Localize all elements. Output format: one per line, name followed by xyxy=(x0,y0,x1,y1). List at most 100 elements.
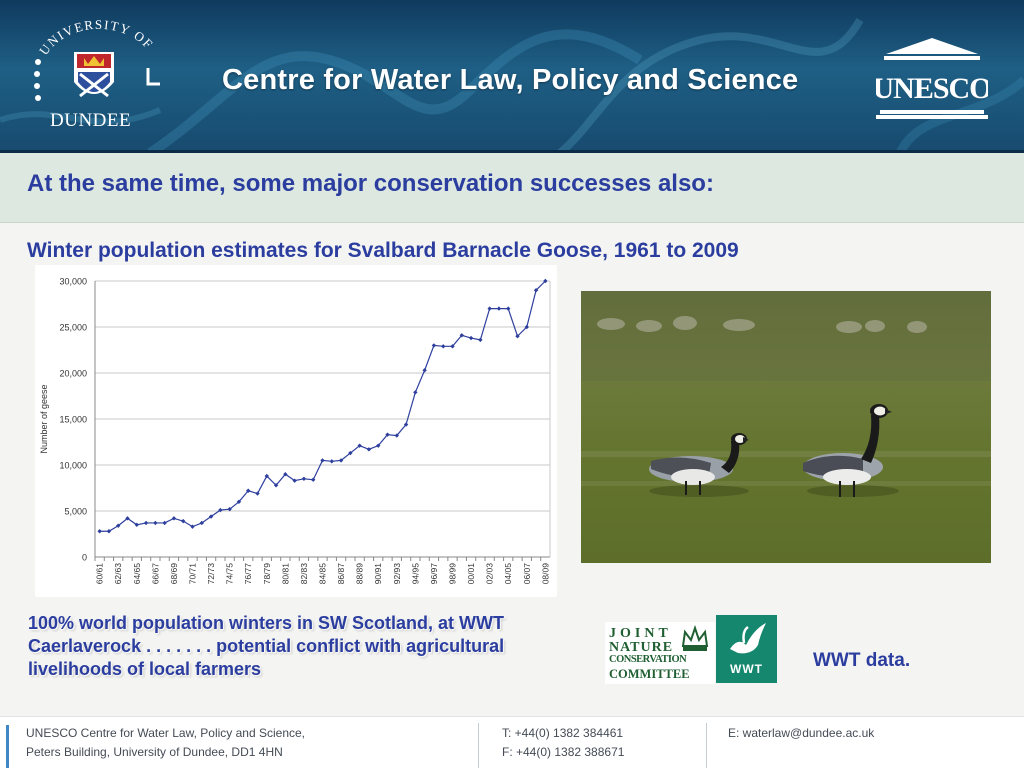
series-line xyxy=(99,280,546,532)
goose-right xyxy=(803,404,892,497)
svg-text:UNIVERSITY OF: UNIVERSITY OF xyxy=(36,18,157,58)
x-tick-label: 62/63 xyxy=(113,563,123,585)
data-point xyxy=(524,324,529,330)
y-tick-label: 15,000 xyxy=(59,415,87,425)
data-point xyxy=(496,306,502,311)
x-tick-label: 80/81 xyxy=(280,563,290,585)
jncc-line: CONSERVATION xyxy=(609,654,687,665)
wwt-label: WWT xyxy=(730,662,763,676)
x-tick-label: 06/07 xyxy=(522,563,532,585)
x-tick-label: 76/77 xyxy=(243,563,253,585)
x-tick-label: 82/83 xyxy=(299,563,309,585)
footer-fax: F: +44(0) 1382 388671 xyxy=(502,745,625,759)
data-point xyxy=(311,477,316,482)
x-tick-label: 78/79 xyxy=(262,563,272,585)
data-point xyxy=(376,443,381,448)
data-point xyxy=(181,518,186,524)
barnacle-goose-photo xyxy=(581,291,991,563)
footer: UNESCO Centre for Water Law, Policy and … xyxy=(0,716,1024,768)
data-point xyxy=(348,450,353,456)
data-point xyxy=(292,478,297,483)
data-point xyxy=(236,499,242,504)
barnacle-goose-illustration xyxy=(581,291,991,497)
y-tick-label: 20,000 xyxy=(59,369,87,379)
data-point xyxy=(366,447,372,452)
data-point xyxy=(487,306,492,311)
caption-line: Caerlaverock . . . . . . . potential con… xyxy=(28,636,505,656)
x-tick-label: 92/93 xyxy=(392,563,402,585)
goose-left xyxy=(649,433,749,495)
population-chart: 0 5,000 10,000 15,000 20,000 25,000 30,000 Numb… xyxy=(35,265,557,597)
footer-email[interactable]: E: waterlaw@dundee.ac.uk xyxy=(728,726,875,740)
x-tick-label: 04/05 xyxy=(503,563,513,585)
banner-title: Centre for Water Law, Policy and Science xyxy=(222,64,799,96)
data-point xyxy=(283,472,288,477)
data-point xyxy=(403,422,409,427)
data-point xyxy=(273,483,279,488)
x-tick-label: 60/61 xyxy=(95,563,105,585)
data-point xyxy=(357,443,362,448)
slide-heading: At the same time, some major conservatio… xyxy=(27,170,714,197)
data-point xyxy=(515,334,520,339)
data-point xyxy=(450,344,455,349)
x-tick-label: 72/73 xyxy=(206,563,216,585)
crown-icon xyxy=(681,624,709,651)
jncc-line: JOINT xyxy=(609,626,672,641)
population-chart-svg: 0 5,000 10,000 15,000 20,000 25,000 30,000 Numb… xyxy=(39,277,551,585)
y-tick-label: 10,000 xyxy=(59,461,87,471)
header-banner: UNIVERSITY OF DUNDEE Centre for Water La… xyxy=(0,0,1024,153)
data-point xyxy=(171,516,177,521)
data-point xyxy=(431,343,437,348)
caption-line: 100% world population winters in SW Scot… xyxy=(28,613,505,633)
x-tick-label: 08/09 xyxy=(540,563,550,585)
footer-org-line: UNESCO Centre for Water Law, Policy and … xyxy=(26,726,305,740)
unesco-label: UNESCO xyxy=(876,72,988,105)
y-axis-title: Number of geese xyxy=(39,384,49,453)
data-point xyxy=(329,459,334,464)
x-tick-label: 00/01 xyxy=(466,563,476,585)
unesco-logo: UNESCO xyxy=(872,36,993,120)
footer-address-line: Peters Building, University of Dundee, D… xyxy=(26,745,283,759)
data-point xyxy=(385,432,390,437)
data-point xyxy=(506,306,511,311)
y-tick-label: 5,000 xyxy=(64,507,87,517)
heading-band xyxy=(0,153,1024,223)
x-tick-label: 96/97 xyxy=(429,563,439,585)
y-tick-label: 0 xyxy=(82,553,87,563)
footer-accent-bar xyxy=(6,725,9,768)
footer-divider xyxy=(478,723,479,768)
data-point xyxy=(394,433,399,438)
data-point xyxy=(125,516,130,521)
data-point xyxy=(143,520,149,526)
x-tick-label: 66/67 xyxy=(150,563,160,585)
data-point xyxy=(255,491,260,496)
data-point xyxy=(162,520,167,526)
x-tick-label: 90/91 xyxy=(373,563,383,585)
university-of-dundee-logo: UNIVERSITY OF DUNDEE xyxy=(28,18,178,138)
banner-background-art xyxy=(0,18,1024,153)
data-point xyxy=(533,288,539,293)
wwt-logo: WWT xyxy=(716,615,777,683)
data-point xyxy=(301,476,307,481)
data-point xyxy=(459,333,464,338)
data-point xyxy=(478,337,483,343)
x-tick-label: 98/99 xyxy=(448,563,458,585)
footer-phone: T: +44(0) 1382 384461 xyxy=(502,726,624,740)
x-tick-label: 74/75 xyxy=(225,563,235,585)
y-tick-label: 25,000 xyxy=(59,323,87,333)
university-arc-text: UNIVERSITY OF xyxy=(36,18,155,58)
data-point xyxy=(468,335,474,341)
footer-divider xyxy=(706,723,707,768)
x-tick-label: 64/65 xyxy=(132,563,142,585)
x-tick-label: 94/95 xyxy=(410,563,420,585)
data-point xyxy=(153,520,158,526)
y-tick-label: 30,000 xyxy=(59,277,87,287)
data-point xyxy=(413,390,418,395)
university-name: DUNDEE xyxy=(50,110,132,131)
jncc-logo: JOINT NATURE CONSERVATION COMMITTEE xyxy=(605,622,715,684)
x-tick-label: 68/69 xyxy=(169,563,179,585)
data-point xyxy=(246,488,251,493)
data-point xyxy=(320,458,325,463)
data-point xyxy=(106,529,112,534)
data-point xyxy=(190,524,195,529)
